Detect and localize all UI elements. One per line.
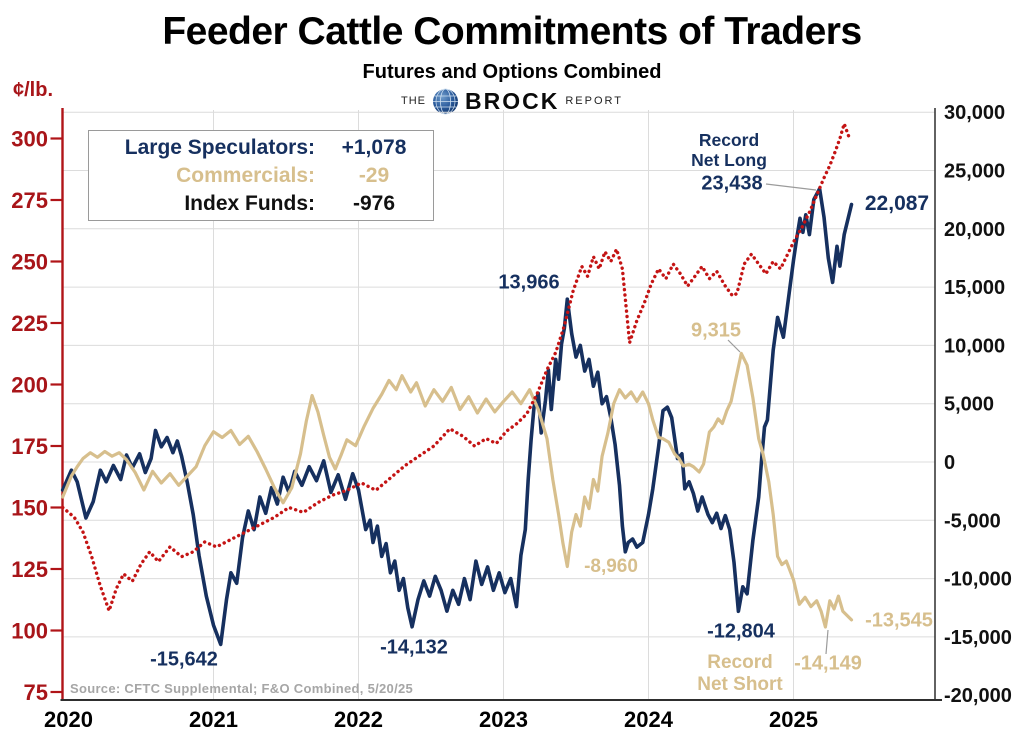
legend-row-commercials: Commercials: -29	[89, 162, 433, 189]
right-axis-tick-label: 0	[944, 452, 955, 474]
series-line-commercials	[61, 351, 854, 629]
left-axis-tick-label: 175	[11, 434, 48, 459]
legend-row-index-funds: Index Funds: -976	[89, 190, 433, 217]
x-axis-tick-label: 2025	[769, 707, 818, 732]
right-axis-tick-label: 30,000	[944, 102, 1005, 124]
legend-label-commercials: Commercials:	[176, 164, 315, 187]
annotation-low-12804: -12,804	[707, 620, 775, 643]
right-axis-tick-label: 20,000	[944, 219, 1005, 241]
annotation-low-13545: -13,545	[865, 609, 933, 632]
logo-brock-label: BROCK	[465, 87, 560, 114]
callout-line	[765, 183, 817, 191]
annotation-peak-9315: 9,315	[690, 319, 742, 342]
logo-report-label: REPORT	[565, 95, 623, 107]
left-axis-tick-label: 275	[11, 188, 48, 213]
annotation-record-net-short-line2: Net Short	[697, 674, 783, 695]
x-axis-tick-label: 2022	[334, 707, 383, 732]
chart-subtitle: Futures and Options Combined	[362, 61, 662, 83]
annotation-low-15642: -15,642	[150, 648, 218, 671]
x-axis-tick-label: 2024	[624, 707, 674, 732]
source-note: Source: CFTC Supplemental; F&O Combined,…	[70, 681, 414, 696]
left-axis-tick-label: 225	[11, 311, 48, 336]
right-axis-tick-label: 25,000	[944, 161, 1005, 183]
annotation-record-net-short-line1: Record	[707, 652, 773, 673]
logo-the-label: THE	[401, 95, 426, 107]
brock-report-logo: THE BROCK REPORT	[0, 86, 1024, 116]
legend-value-index-funds: -976	[352, 192, 396, 215]
right-axis-tick-label: 15,000	[944, 277, 1005, 299]
annotation-peak-13966: 13,966	[498, 271, 560, 294]
x-axis-tick-label: 2020	[44, 707, 93, 732]
annotation-record-net-long-line1: Record	[698, 130, 760, 150]
left-axis-tick-label: 150	[11, 496, 48, 521]
callout-line	[727, 339, 741, 353]
left-axis-tick-label: 100	[11, 619, 48, 644]
x-axis-tick-label: 2021	[189, 707, 238, 732]
series-line-price-cents-per-lb	[61, 121, 851, 613]
annotation-low-8960: -8,960	[584, 556, 638, 577]
legend-label-large-speculators: Large Speculators:	[124, 136, 315, 159]
right-axis-tick-label: -15,000	[944, 627, 1012, 649]
left-axis-tick-label: 75	[24, 680, 48, 705]
left-axis-tick-label: 200	[11, 373, 48, 398]
annotation-record-net-long-line2: Net Long	[691, 150, 767, 170]
left-axis-tick-label: 300	[11, 127, 48, 152]
right-axis-tick-label: -10,000	[944, 569, 1012, 591]
legend-row-large-speculators: Large Speculators: +1,078	[89, 134, 433, 161]
left-axis-tick-label: 250	[11, 250, 48, 275]
right-axis-tick-label: -5,000	[944, 510, 1001, 532]
legend-label-index-funds: Index Funds:	[184, 192, 315, 215]
right-axis-tick-label: -20,000	[944, 685, 1012, 707]
x-axis-tick-label: 2023	[479, 707, 528, 732]
brock-globe-icon	[432, 88, 459, 115]
page-title: Feeder Cattle Commitments of Traders	[162, 10, 862, 53]
annotation-low-14149: -14,149	[794, 652, 862, 675]
annotation-peak-23438: 23,438	[701, 172, 763, 195]
right-axis-tick-label: 5,000	[944, 394, 994, 416]
annotation-end-22087: 22,087	[864, 192, 930, 215]
series-line-large-speculators	[60, 186, 854, 647]
annotation-record-net-short: Record Net Short	[697, 652, 783, 696]
right-axis-tick-label: 10,000	[944, 335, 1005, 357]
annotation-record-net-long: Record Net Long	[691, 130, 767, 170]
left-axis-tick-label: 125	[11, 557, 48, 582]
callout-line	[825, 629, 829, 655]
legend-value-commercials: -29	[358, 164, 390, 187]
legend-value-large-speculators: +1,078	[341, 136, 407, 159]
annotation-low-14132: -14,132	[380, 636, 448, 659]
legend-box: Large Speculators: +1,078 Commercials: -…	[88, 130, 434, 221]
left-axis-title: ¢/lb.	[13, 79, 54, 101]
